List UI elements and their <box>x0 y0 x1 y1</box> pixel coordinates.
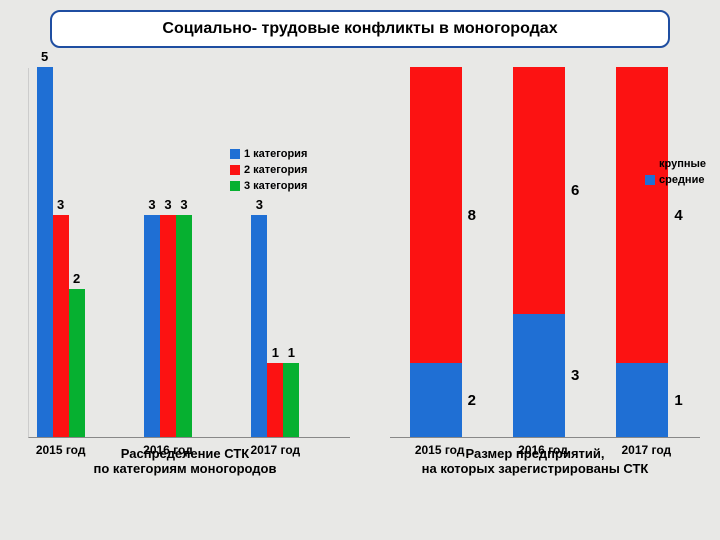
bar-value-label: 1 <box>283 345 299 360</box>
bar-value-label: 1 <box>267 345 283 360</box>
bar-segment: 2 <box>410 363 462 437</box>
legend-label: средние <box>659 174 704 186</box>
bar-value-label: 3 <box>176 197 192 212</box>
chart-categories: 5322015 год3332016 год3112017 год 1 кате… <box>10 58 360 478</box>
legend-label: крупные <box>659 158 706 170</box>
bar-segment: 8 <box>410 67 462 363</box>
legend-swatch <box>230 181 240 191</box>
legend-item: 2 категория <box>230 164 307 176</box>
legend-item: 1 категория <box>230 148 307 160</box>
bar-segment: 3 <box>513 314 565 437</box>
segment-value-label: 3 <box>571 367 579 384</box>
bar-value-label: 5 <box>37 49 53 64</box>
legend-item: крупные <box>645 158 706 170</box>
bar-value-label: 3 <box>144 197 160 212</box>
bar: 2 <box>69 289 85 437</box>
legend-swatch <box>645 159 655 169</box>
bar-segment: 4 <box>616 67 668 363</box>
chart-right-legend: крупные средние <box>645 158 706 190</box>
bar-segment: 1 <box>616 363 668 437</box>
stacked-bar: 362016 год <box>513 67 565 437</box>
bar-value-label: 3 <box>160 197 176 212</box>
bar-group: 3332016 год <box>144 215 192 437</box>
legend-label: 2 категория <box>244 164 307 176</box>
bar: 3 <box>144 215 160 437</box>
segment-value-label: 6 <box>571 182 579 199</box>
bar-segment: 6 <box>513 67 565 314</box>
bar: 3 <box>176 215 192 437</box>
chart-size: 282015 год 362016 год 142017 год крупные ср… <box>360 58 710 478</box>
chart-left-title: Распределение СТКпо категориям моногород… <box>10 446 360 476</box>
chart-left-plot: 5322015 год3332016 год3112017 год <box>28 68 350 438</box>
bar-group: 3112017 год <box>251 215 299 437</box>
chart-right-plot: 282015 год 362016 год 142017 год <box>390 68 700 438</box>
segment-value-label: 4 <box>674 207 682 224</box>
bar-value-label: 3 <box>251 197 267 212</box>
bar: 3 <box>53 215 69 437</box>
page-title: Социально- трудовые конфликты в моногоро… <box>50 10 670 48</box>
segment-value-label: 8 <box>468 207 476 224</box>
bar-value-label: 3 <box>53 197 69 212</box>
legend-swatch <box>230 165 240 175</box>
segment-value-label: 2 <box>468 392 476 409</box>
bar: 1 <box>283 363 299 437</box>
stacked-bar: 142017 год <box>616 67 668 437</box>
chart-right-title: Размер предприятий,на которых зарегистри… <box>360 446 710 476</box>
stacked-bar: 282015 год <box>410 67 462 437</box>
legend-label: 3 категория <box>244 180 307 192</box>
bar-group: 5322015 год <box>37 67 85 437</box>
legend-swatch <box>230 149 240 159</box>
legend-item: средние <box>645 174 706 186</box>
bar: 1 <box>267 363 283 437</box>
legend-swatch <box>645 175 655 185</box>
bar-value-label: 2 <box>69 271 85 286</box>
bar: 3 <box>251 215 267 437</box>
legend-item: 3 категория <box>230 180 307 192</box>
bar: 3 <box>160 215 176 437</box>
legend-label: 1 категория <box>244 148 307 160</box>
segment-value-label: 1 <box>674 392 682 409</box>
bar: 5 <box>37 67 53 437</box>
chart-left-legend: 1 категория 2 категория 3 категория <box>230 148 307 196</box>
charts-container: 5322015 год3332016 год3112017 год 1 кате… <box>10 58 710 478</box>
